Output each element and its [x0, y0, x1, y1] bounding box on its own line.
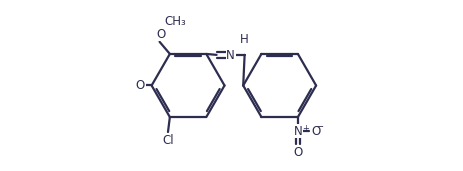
Text: H: H [240, 32, 249, 45]
Text: −: − [315, 122, 324, 132]
Text: CH₃: CH₃ [164, 15, 186, 28]
Text: O: O [293, 146, 302, 159]
Text: O: O [310, 125, 319, 138]
Text: O: O [136, 79, 145, 92]
Text: +: + [301, 124, 308, 133]
Text: O: O [156, 28, 165, 41]
Text: N: N [293, 125, 301, 138]
Text: Cl: Cl [162, 134, 174, 147]
Text: N: N [226, 49, 234, 62]
